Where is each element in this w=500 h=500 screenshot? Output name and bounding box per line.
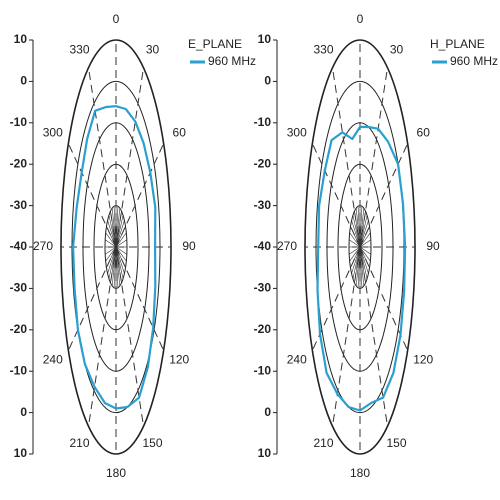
inner-spoke	[115, 246, 127, 262]
spoke	[67, 246, 117, 351]
angle-label: 330	[69, 43, 89, 57]
r-tick-label: -10	[10, 363, 28, 377]
r-tick-label: -40	[10, 239, 28, 253]
angle-label: 90	[182, 239, 196, 253]
r-tick-label: 0	[264, 405, 271, 419]
inner-spoke	[115, 220, 125, 248]
inner-spoke	[349, 239, 361, 248]
spoke	[311, 143, 361, 248]
angle-label: 300	[287, 126, 307, 140]
pattern-line	[316, 125, 407, 412]
inner-spoke	[105, 246, 117, 262]
angle-label: 270	[33, 239, 53, 253]
r-tick-label: -20	[10, 156, 28, 170]
inner-spoke	[115, 246, 127, 255]
inner-spoke	[349, 246, 361, 262]
r-tick-label: -30	[10, 281, 28, 295]
r-tick-label: 10	[258, 32, 272, 46]
inner-spoke	[359, 232, 371, 248]
angle-label: 30	[146, 43, 160, 57]
inner-spoke	[349, 232, 361, 248]
spoke	[115, 67, 144, 248]
inner-spoke	[359, 246, 371, 255]
angle-label: 240	[43, 353, 63, 367]
spoke	[115, 246, 144, 427]
r-tick-label: 0	[264, 74, 271, 88]
r-tick-label: -20	[254, 322, 272, 336]
r-tick-label: 10	[14, 446, 28, 460]
spoke	[88, 246, 117, 427]
chart-title: E_PLANE	[188, 37, 242, 51]
inner-spoke	[107, 246, 117, 274]
angle-label: 210	[313, 436, 333, 450]
spoke	[332, 246, 361, 427]
angle-label: 30	[390, 43, 404, 57]
spoke	[88, 67, 117, 248]
angle-label: 300	[43, 126, 63, 140]
angle-label: 330	[313, 43, 333, 57]
r-tick-label: -30	[254, 198, 272, 212]
inner-spoke	[115, 232, 127, 248]
spoke	[332, 67, 361, 248]
angle-label: 120	[413, 353, 433, 367]
angle-label: 180	[350, 466, 370, 480]
inner-spoke	[107, 220, 117, 248]
inner-spoke	[359, 239, 371, 248]
angle-label: 120	[169, 353, 189, 367]
r-tick-label: -20	[10, 322, 28, 336]
angle-label: 150	[142, 436, 162, 450]
inner-spoke	[359, 246, 371, 262]
angle-label: 210	[69, 436, 89, 450]
r-tick-label: 10	[258, 446, 272, 460]
inner-spoke	[105, 239, 117, 248]
angle-label: 240	[287, 353, 307, 367]
legend-label: 960 MHz	[450, 54, 498, 68]
angle-label: 180	[106, 466, 126, 480]
inner-spoke	[351, 246, 361, 274]
spoke	[115, 143, 165, 248]
r-tick-label: 10	[14, 32, 28, 46]
spoke	[359, 246, 388, 427]
angle-label: 90	[426, 239, 440, 253]
inner-spoke	[359, 220, 369, 248]
inner-spoke	[115, 246, 125, 274]
spoke	[359, 143, 409, 248]
spoke	[115, 246, 165, 351]
r-tick-label: -10	[10, 115, 28, 129]
inner-spoke	[349, 246, 361, 255]
angle-label: 0	[357, 12, 364, 26]
angle-label: 60	[417, 126, 431, 140]
angle-label: 150	[386, 436, 406, 450]
r-tick-label: -30	[10, 198, 28, 212]
chart-title: H_PLANE	[430, 37, 485, 51]
spoke	[359, 67, 388, 248]
r-tick-label: -10	[254, 363, 272, 377]
inner-spoke	[105, 246, 117, 255]
inner-spoke	[105, 232, 117, 248]
legend-label: 960 MHz	[208, 54, 256, 68]
r-tick-label: -10	[254, 115, 272, 129]
angle-label: 270	[277, 239, 297, 253]
r-tick-label: -30	[254, 281, 272, 295]
r-tick-label: 0	[20, 405, 27, 419]
r-tick-label: 0	[20, 74, 27, 88]
angle-label: 0	[113, 12, 120, 26]
angle-label: 60	[173, 126, 187, 140]
inner-spoke	[351, 220, 361, 248]
pattern-line	[72, 105, 157, 410]
inner-spoke	[115, 239, 127, 248]
spoke	[67, 143, 117, 248]
inner-spoke	[359, 246, 369, 274]
r-tick-label: -40	[254, 239, 272, 253]
r-tick-label: -20	[254, 156, 272, 170]
